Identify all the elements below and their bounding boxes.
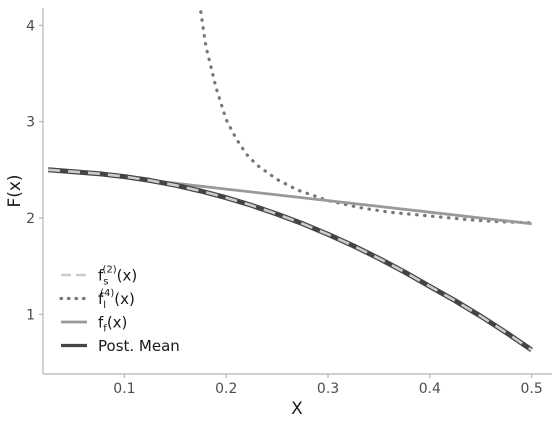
x-tick-label: 0.1 (113, 381, 135, 397)
legend-label-f_s2: fs(2)(x) (98, 265, 137, 288)
y-axis-title: F(x) (5, 174, 25, 207)
x-axis-title: X (291, 399, 303, 419)
y-tick-label: 4 (26, 18, 35, 34)
y-tick-label: 3 (26, 115, 35, 131)
x-tick-label: 0.5 (521, 381, 543, 397)
legend: fs(2)(x)fl(4)(x) ff(x) Post. Mean (59, 265, 180, 355)
legend-label-post_mean: Post. Mean (98, 337, 180, 355)
axes (42, 8, 552, 375)
x-tick-label: 0.3 (317, 381, 339, 397)
series-line-f_s2 (48, 168, 533, 351)
legend-label-f_t: ff(x) (98, 314, 127, 335)
ticks: 0.1 0.2 0.3 0.4 0.5 1 2 3 4 (26, 18, 543, 397)
y-tick-label: 1 (26, 307, 35, 323)
x-tick-label: 0.2 (215, 381, 237, 397)
y-tick-label: 2 (26, 211, 35, 227)
x-tick-label: 0.4 (419, 381, 441, 397)
legend-label-f_l4: fl(4)(x) (98, 288, 135, 311)
series-line-f_l4 (199, 10, 534, 225)
series-lines (47, 10, 534, 352)
